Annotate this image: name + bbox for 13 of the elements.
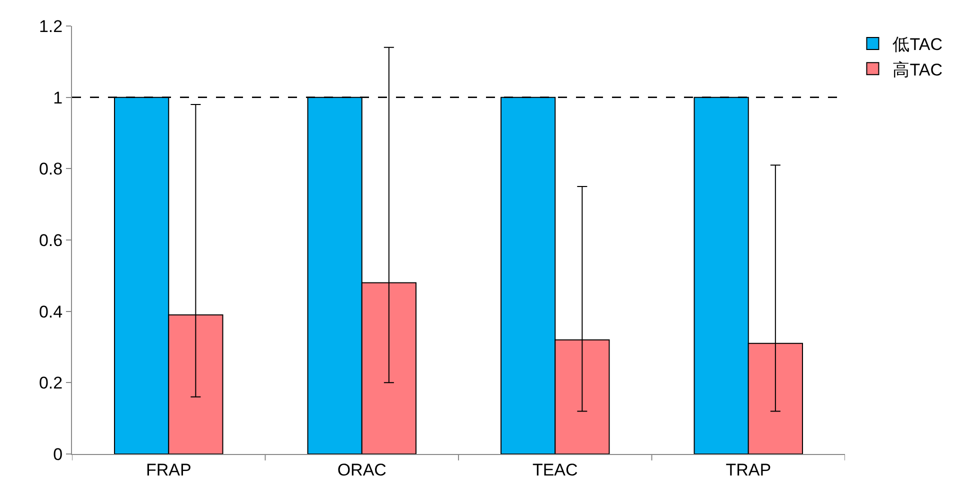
y-tick-label: 0	[53, 444, 63, 464]
legend-label: 低TAC	[892, 35, 942, 54]
legend-label: 高TAC	[892, 60, 942, 80]
y-tick-label: 0.6	[38, 230, 63, 250]
y-tick-label: 1.2	[38, 16, 63, 36]
y-tick-label: 0.8	[38, 160, 63, 179]
x-tick-label: TRAP	[726, 460, 772, 480]
x-tick-label: TEAC	[532, 460, 578, 480]
y-tick-label: 0.4	[38, 302, 63, 322]
y-tick-label: 0.2	[38, 374, 63, 393]
y-tick-label: 1	[53, 88, 63, 108]
x-tick-label: FRAP	[146, 460, 192, 480]
x-tick-label: ORAC	[337, 460, 386, 480]
